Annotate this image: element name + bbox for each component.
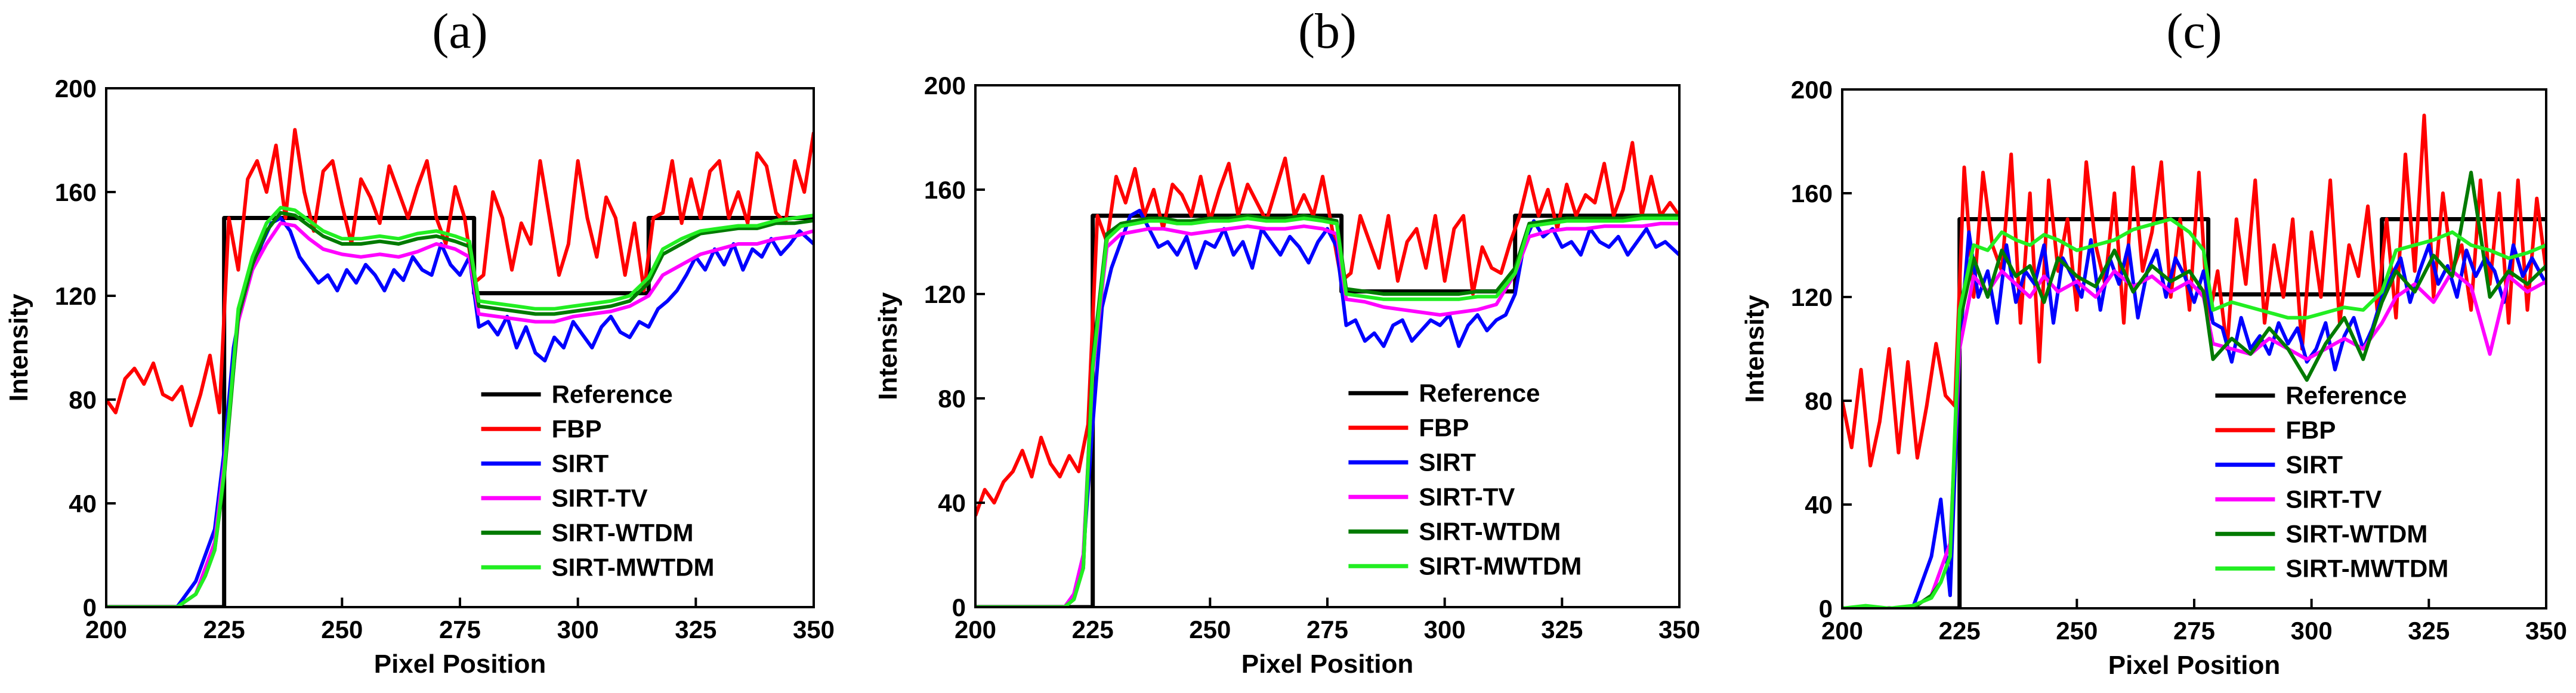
x-tick-label: 300 xyxy=(557,615,599,644)
x-tick-label: 250 xyxy=(2056,617,2098,645)
series-line-reference xyxy=(1842,217,2546,608)
x-tick-label: 200 xyxy=(85,615,127,644)
legend-label: SIRT-MWTDM xyxy=(552,553,715,581)
y-tick-label: 0 xyxy=(952,593,966,621)
legend: Reference FBP SIRT SIRT-TV SIRT-WTDM SIRT-MWT… xyxy=(481,380,715,581)
series-line-sirt-mwtdm xyxy=(1842,217,2546,608)
y-tick-label: 200 xyxy=(55,75,97,103)
chart-panel-2: (b) 200 225 250 275 300 325 350 0 40 80 120 160 200 Pi… xyxy=(873,4,1700,679)
panel-label: (b) xyxy=(1298,4,1357,59)
chart-panel-1: (a) 200 225 250 275 300 325 350 0 40 80 120 160 200 Pi… xyxy=(4,4,835,679)
x-tick-label: 350 xyxy=(1658,615,1700,644)
y-tick-label: 120 xyxy=(1791,283,1833,311)
legend-label: SIRT xyxy=(1419,448,1476,476)
x-tick-label: 325 xyxy=(2408,617,2450,645)
y-tick-label: 40 xyxy=(938,489,966,517)
legend-label: Reference xyxy=(2285,381,2407,409)
legend: Reference FBP SIRT SIRT-TV SIRT-WTDM SIRT-MWT… xyxy=(1348,379,1582,580)
legend-label: SIRT-TV xyxy=(2285,485,2382,513)
legend-label: SIRT xyxy=(2285,450,2343,478)
series-line-reference xyxy=(106,216,814,607)
y-tick-label: 120 xyxy=(55,282,97,310)
series-line-fbp xyxy=(106,128,814,428)
y-tick-label: 120 xyxy=(924,280,966,308)
x-tick-label: 225 xyxy=(203,615,245,644)
panel-label: (c) xyxy=(2166,4,2222,59)
y-tick-label: 160 xyxy=(924,176,966,204)
x-tick-label: 225 xyxy=(1939,617,1981,645)
x-axis-title: Pixel Position xyxy=(1241,649,1414,679)
x-tick-label: 325 xyxy=(675,615,716,644)
x-tick-label: 225 xyxy=(1072,615,1114,644)
series-line-sirt-mwtdm xyxy=(975,216,1679,607)
x-axis-title: Pixel Position xyxy=(2108,651,2281,680)
y-tick-label: 160 xyxy=(1791,180,1833,208)
x-tick-label: 350 xyxy=(793,615,835,644)
legend-label: FBP xyxy=(552,414,602,443)
x-tick-label: 275 xyxy=(2173,617,2215,645)
series-line-fbp xyxy=(1842,113,2546,468)
series-line-sirt xyxy=(1842,230,2546,608)
x-tick-label: 300 xyxy=(1424,615,1466,644)
x-axis-title: Pixel Position xyxy=(374,649,546,679)
y-axis-title: Intensity xyxy=(1740,295,1769,403)
legend-label: SIRT-WTDM xyxy=(552,518,694,546)
plot-frame xyxy=(1841,88,2547,610)
x-tick-label: 275 xyxy=(439,615,481,644)
legend-label: SIRT-MWTDM xyxy=(2285,554,2448,582)
legend-label: FBP xyxy=(1419,413,1469,441)
series-line-fbp xyxy=(975,141,1679,516)
legend-label: Reference xyxy=(552,380,673,408)
legend-label: Reference xyxy=(1419,379,1540,407)
y-tick-label: 200 xyxy=(924,72,966,100)
legend-label: SIRT-WTDM xyxy=(1419,517,1561,545)
y-tick-label: 80 xyxy=(1805,387,1833,415)
series-line-sirt xyxy=(975,209,1679,607)
series-line-sirt-tv xyxy=(106,221,814,607)
x-tick-label: 200 xyxy=(1821,617,1863,645)
x-tick-label: 325 xyxy=(1541,615,1583,644)
y-tick-label: 40 xyxy=(69,490,97,518)
legend-label: SIRT-MWTDM xyxy=(1419,552,1582,580)
series-line-sirt-mwtdm xyxy=(106,206,814,607)
series-line-reference xyxy=(975,214,1679,607)
x-tick-label: 250 xyxy=(321,615,363,644)
y-tick-label: 40 xyxy=(1805,491,1833,519)
y-tick-label: 80 xyxy=(938,385,966,413)
x-tick-label: 275 xyxy=(1306,615,1348,644)
legend-label: SIRT-TV xyxy=(552,484,648,512)
y-tick-label: 0 xyxy=(1819,595,1833,623)
y-tick-label: 200 xyxy=(1791,76,1833,104)
plot-frame xyxy=(105,87,815,608)
legend-label: FBP xyxy=(2285,416,2336,444)
y-tick-label: 0 xyxy=(83,593,97,621)
legend-label: SIRT-WTDM xyxy=(2285,519,2427,547)
series-line-sirt-tv xyxy=(975,221,1679,607)
legend-label: SIRT-TV xyxy=(1419,482,1515,511)
plot-frame xyxy=(974,84,1681,608)
x-tick-label: 350 xyxy=(2525,617,2567,645)
x-tick-label: 250 xyxy=(1189,615,1231,644)
legend: Reference FBP SIRT SIRT-TV SIRT-WTDM SIRT-MWT… xyxy=(2215,381,2448,582)
x-tick-label: 200 xyxy=(955,615,996,644)
series-line-sirt-wtdm xyxy=(975,214,1679,607)
y-axis-title: Intensity xyxy=(873,292,903,400)
y-tick-label: 160 xyxy=(55,178,97,206)
chart-panel-3: (c) 200 225 250 275 300 325 350 0 40 80 120 160 200 Pi… xyxy=(1740,4,2567,680)
y-axis-title: Intensity xyxy=(4,293,33,401)
x-tick-label: 300 xyxy=(2291,617,2333,645)
y-tick-label: 80 xyxy=(69,386,97,414)
legend-label: SIRT xyxy=(552,449,609,477)
panel-label: (a) xyxy=(432,4,487,59)
